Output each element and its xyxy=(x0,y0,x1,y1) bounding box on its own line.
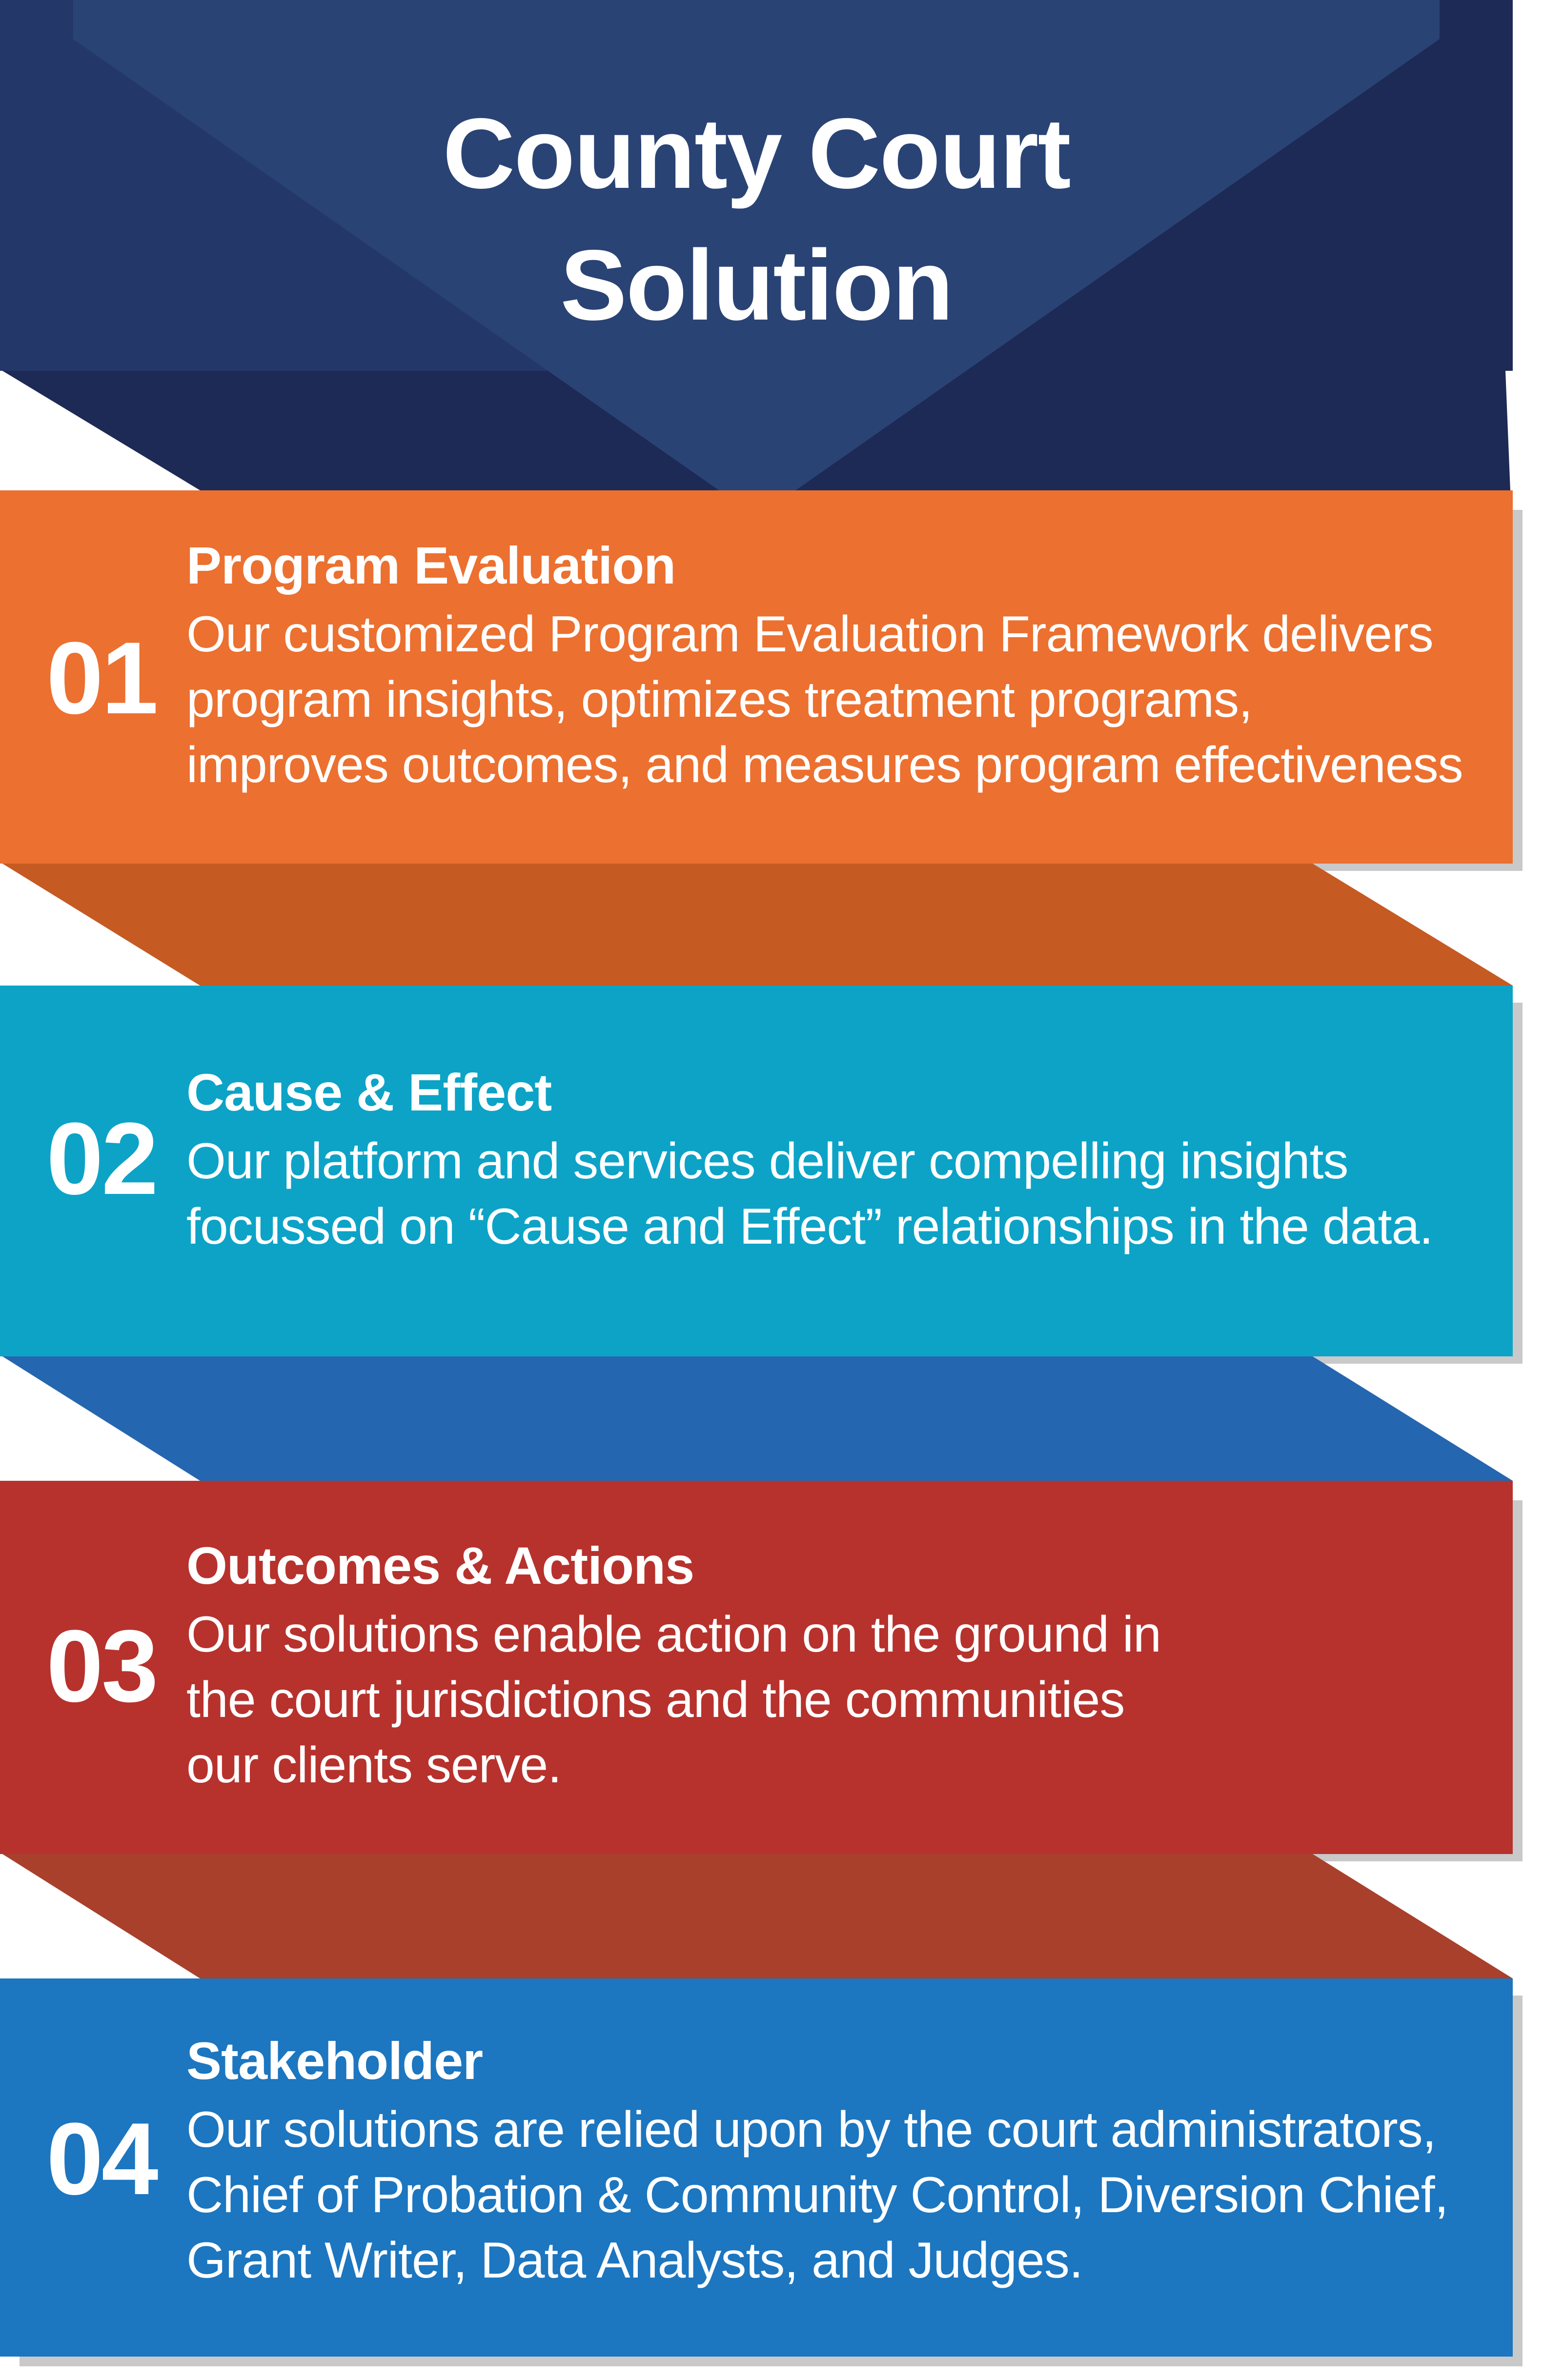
step-4-heading: Stakeholder xyxy=(186,2031,483,2090)
step-1-fold xyxy=(2,864,1513,986)
step-2-body-line-2: focussed on “Cause and Effect” relations… xyxy=(186,1198,1433,1255)
step-2-fold xyxy=(2,1356,1513,1481)
step-3-body-line-2: the court jurisdictions and the communit… xyxy=(186,1672,1125,1728)
title-line-1: County Court xyxy=(443,98,1071,209)
page-title: County Court Solution xyxy=(0,88,1513,351)
step-3-body-line-1: Our solutions enable action on the groun… xyxy=(186,1606,1161,1663)
step-4-body: Our solutions are relied upon by the cou… xyxy=(186,2097,1504,2293)
title-chevron xyxy=(73,0,1440,517)
step-2-text: Cause & Effect Our platform and services… xyxy=(186,1056,1504,1259)
title-line-2: Solution xyxy=(560,229,954,341)
step-4-panel xyxy=(0,1978,1513,2357)
step-2-panel xyxy=(0,986,1513,1356)
step-3-panel xyxy=(0,1481,1513,1854)
step-1-number: 01 xyxy=(46,621,159,735)
step-1-body: Our customized Program Evaluation Framew… xyxy=(186,602,1504,798)
step-4-body-line-1: Our solutions are relied upon by the cou… xyxy=(186,2101,1437,2158)
step-1-body-line-1: Our customized Program Evaluation Framew… xyxy=(186,606,1434,663)
step-2-body-line-1: Our platform and services deliver compel… xyxy=(186,1133,1349,1190)
step-3-text: Outcomes & Actions Our solutions enable … xyxy=(186,1530,1504,1798)
step-3-body-line-3: our clients serve. xyxy=(186,1737,562,1794)
step-1-panel xyxy=(0,490,1513,864)
step-2-heading: Cause & Effect xyxy=(186,1063,552,1122)
step-3-number: 03 xyxy=(46,1609,159,1723)
step-4-text: Stakeholder Our solutions are relied upo… xyxy=(186,2025,1504,2293)
step-1-text: Program Evaluation Our customized Progra… xyxy=(186,529,1504,798)
step-3-body: Our solutions enable action on the groun… xyxy=(186,1602,1504,1798)
step-1-body-line-2: program insights, optimizes treatment pr… xyxy=(186,671,1253,728)
step-4-body-line-2: Chief of Probation & Community Control, … xyxy=(186,2167,1449,2223)
step-1-heading: Program Evaluation xyxy=(186,536,676,595)
step-3-fold xyxy=(2,1854,1513,1978)
step-2-body: Our platform and services deliver compel… xyxy=(186,1129,1504,1259)
step-4-number: 04 xyxy=(46,2101,159,2216)
step-2-number: 02 xyxy=(46,1101,159,1216)
step-1-body-line-3: improves outcomes, and measures program … xyxy=(186,737,1463,793)
step-3-heading: Outcomes & Actions xyxy=(186,1536,694,1595)
step-4-body-line-3: Grant Writer, Data Analysts, and Judges. xyxy=(186,2232,1083,2289)
